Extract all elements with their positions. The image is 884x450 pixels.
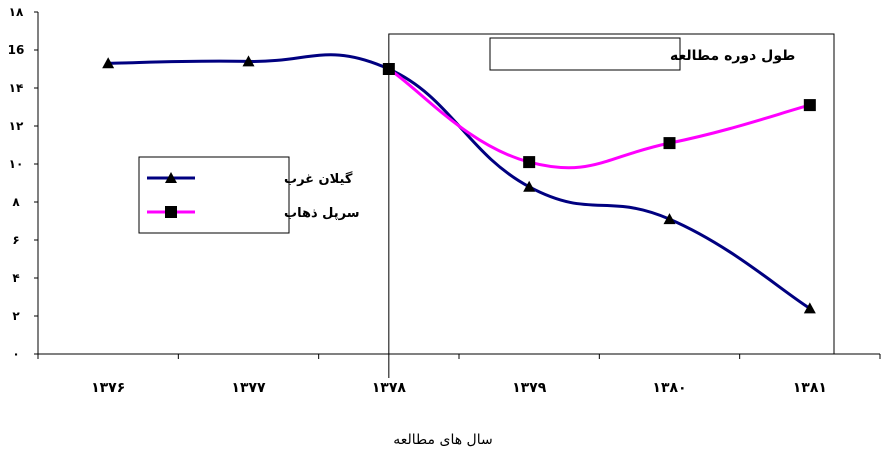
legend-label: گیلان غرب xyxy=(284,171,353,187)
x-tick-label: ۱۳۷۸ xyxy=(372,380,407,396)
data-point xyxy=(242,55,255,67)
x-tick-label: ۱۳۷۹ xyxy=(512,380,547,396)
data-point xyxy=(382,63,395,75)
series-layer xyxy=(102,53,816,314)
x-tick-label: ۱۳۷۶ xyxy=(91,380,125,396)
series-line xyxy=(388,67,811,170)
annotation-text: طول دوره مطالعه xyxy=(670,48,795,64)
data-point xyxy=(102,57,115,69)
y-tick-label: 16 xyxy=(8,43,25,57)
legend-marker xyxy=(165,172,177,183)
y-tick-label: ۰ xyxy=(12,347,19,361)
study-period-annotation: طول دوره مطالعه xyxy=(388,33,835,378)
x-tick-label: ۱۳۸۱ xyxy=(793,380,827,396)
x-tick-label: ۱۳۷۷ xyxy=(231,380,266,396)
y-tick-label: ۱۲ xyxy=(9,119,24,133)
legend-label: سرپل ذهاب xyxy=(284,206,360,221)
data-point xyxy=(523,180,536,192)
series-2 xyxy=(382,63,816,170)
y-tick-label: ۲ xyxy=(12,309,20,323)
y-tick-label: ۱۸ xyxy=(9,5,24,19)
data-point xyxy=(523,156,536,169)
legend-entry: سرپل ذهاب xyxy=(147,206,360,221)
x-axis-ticks: ۱۳۷۶ ۱۳۷۷ ۱۳۷۸ ۱۳۷۹ ۱۳۸۰ ۱۳۸۱ xyxy=(37,354,881,396)
data-point xyxy=(803,302,816,314)
legend: گیلان غرب سرپل ذهاب xyxy=(138,156,360,234)
y-axis-ticks: ۰ ۲ ۴ ۶ ۸ ۱۰ ۱۲ ۱۴ 16 ۱۸ xyxy=(8,5,38,361)
legend-marker xyxy=(165,206,177,218)
y-tick-label: ۴ xyxy=(12,271,19,285)
legend-entry: گیلان غرب xyxy=(147,171,353,187)
legend-box xyxy=(138,156,290,234)
y-tick-label: ۸ xyxy=(12,195,20,209)
data-point xyxy=(803,99,816,112)
data-point xyxy=(663,213,676,225)
annotation-box xyxy=(489,37,681,71)
y-tick-label: ۱۴ xyxy=(9,81,24,95)
x-tick-label: ۱۳۸۰ xyxy=(652,380,686,396)
x-axis-label: سال های مطالعه xyxy=(393,432,492,448)
y-tick-label: ۶ xyxy=(12,233,19,247)
y-tick-label: ۱۰ xyxy=(9,157,24,171)
study-period-bracket xyxy=(388,33,835,378)
data-point xyxy=(663,137,676,150)
